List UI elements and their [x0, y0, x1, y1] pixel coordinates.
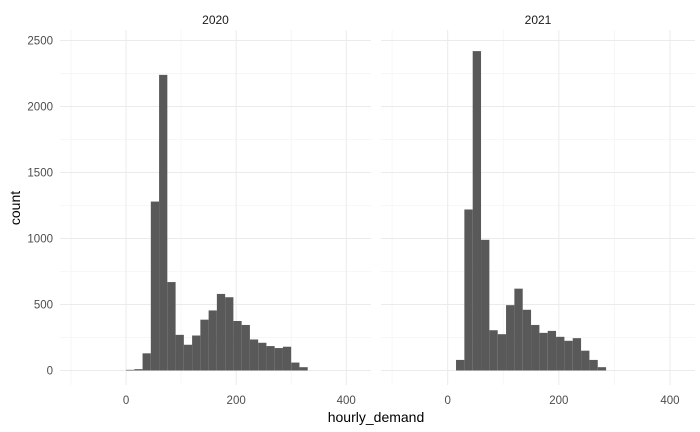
histogram-bar: [216, 293, 226, 371]
facet-panel-2020: 2020 0 200 400 0 500 1000 1500 2000 2500: [27, 13, 371, 407]
x-tick-label: 400: [660, 395, 679, 407]
y-tick-label: 0: [47, 365, 53, 377]
histogram-bar: [597, 367, 607, 371]
x-tick-label: 0: [444, 395, 450, 407]
y-tick-label: 2000: [27, 102, 53, 114]
histogram-bar: [274, 348, 283, 371]
facet-strip-label: 2021: [525, 13, 552, 27]
histogram-bar: [167, 282, 176, 371]
histogram-bar: [142, 353, 151, 371]
histogram-bar: [192, 335, 201, 371]
y-tick-label: 1500: [27, 168, 53, 180]
histogram-bar: [472, 51, 482, 371]
facet-strip-label: 2020: [202, 13, 229, 27]
histogram-bar: [241, 324, 250, 371]
histogram-bar: [589, 359, 598, 371]
histogram-bar: [258, 342, 267, 371]
y-axis-title: count: [7, 191, 23, 225]
histogram-bar: [291, 362, 300, 371]
histogram-bar: [200, 319, 209, 371]
histogram-bar: [159, 74, 168, 371]
histogram-bar: [126, 369, 135, 371]
histogram-bar: [564, 340, 573, 371]
histogram-bar: [208, 310, 217, 371]
histogram-bar: [481, 239, 490, 371]
histogram-bar: [581, 350, 590, 371]
histogram-bar: [506, 305, 515, 371]
histogram-bar: [249, 339, 259, 371]
histogram-bar: [539, 332, 548, 371]
facet-panel-2021: 2021 0 200 400: [381, 13, 695, 407]
histogram-bar: [282, 346, 292, 371]
histogram-bar: [489, 330, 498, 371]
facet-panels: 2020 0 200 400 0 500 1000 1500 2000 2500 2021 0 200 4…: [27, 13, 695, 407]
histogram-bar: [514, 288, 523, 371]
x-tick-label: 0: [123, 395, 129, 407]
histogram-bar: [522, 309, 532, 371]
histogram-bar: [556, 336, 565, 371]
histogram-bar: [547, 330, 557, 371]
histogram-bar: [299, 367, 308, 371]
x-axis-title: hourly_demand: [328, 409, 425, 425]
histogram-bar: [497, 334, 507, 371]
histogram-bar: [572, 338, 582, 371]
histogram-bar: [464, 209, 473, 371]
x-tick-label: 400: [337, 395, 356, 407]
y-tick-label: 500: [34, 299, 53, 311]
x-tick-label: 200: [549, 395, 568, 407]
histogram-bar: [175, 334, 184, 371]
histogram-bar: [225, 297, 234, 371]
histogram-bar: [233, 320, 242, 371]
histogram-bar: [456, 359, 465, 371]
histogram-bar: [266, 346, 275, 371]
histogram-bar: [531, 324, 540, 371]
histogram-bar: [134, 369, 143, 371]
y-tick-label: 2500: [27, 36, 53, 48]
y-tick-label: 1000: [27, 234, 53, 246]
histogram-bar: [150, 201, 160, 371]
x-tick-label: 200: [227, 395, 246, 407]
histogram-bar: [183, 344, 193, 371]
